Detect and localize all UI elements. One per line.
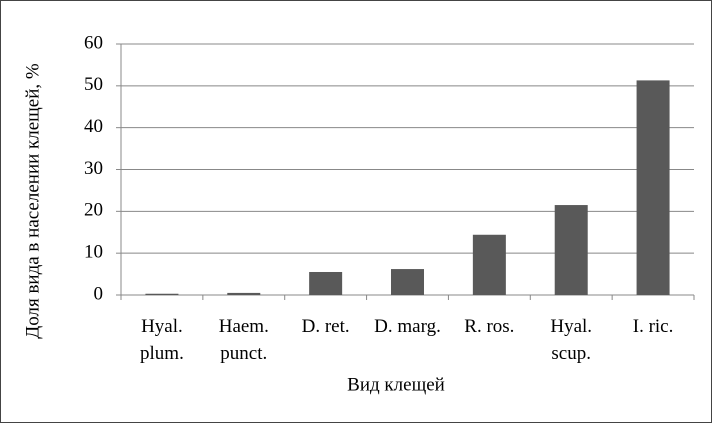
x-tick-label: Haem. punct.	[218, 316, 269, 364]
x-tick-label: I. ric.	[632, 316, 674, 337]
x-tick-label: D. marg.	[374, 316, 441, 337]
bar	[309, 271, 343, 295]
bar	[554, 205, 588, 295]
x-tick-label: R. ros.	[464, 316, 515, 337]
x-tick-label: Hyal. plum.	[140, 316, 184, 364]
y-tick-label: 60	[84, 32, 103, 53]
y-tick-label: 40	[84, 116, 103, 137]
y-tick-label: 30	[84, 158, 103, 179]
bar	[145, 293, 179, 295]
bar	[636, 80, 670, 296]
x-tick-label: D. ret.	[301, 316, 350, 337]
bar	[391, 269, 424, 295]
y-tick-label: 20	[84, 200, 103, 221]
bar	[227, 292, 261, 295]
bar	[472, 234, 506, 295]
y-axis-title: Доля вида в населении клещей, %	[22, 63, 43, 339]
y-tick-label: 10	[84, 242, 103, 263]
x-axis-title: Вид клещей	[347, 374, 445, 395]
x-tick-label: Hyal. scup.	[550, 316, 593, 364]
y-tick-label: 0	[94, 283, 104, 304]
y-tick-label: 50	[84, 74, 103, 95]
